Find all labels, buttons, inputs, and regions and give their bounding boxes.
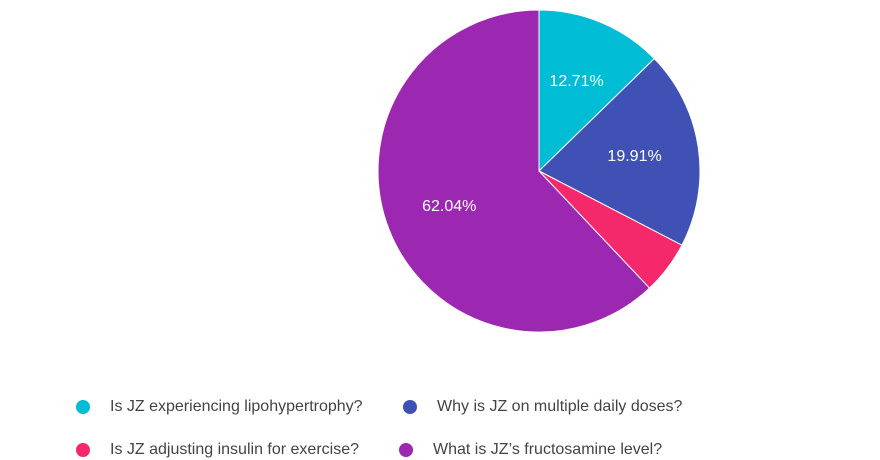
data-label-multiple-daily-doses: 19.91%: [607, 148, 661, 165]
pie-slice-multiple-daily-doses[interactable]: [538, 57, 701, 246]
legend-label: What is JZ’s fructosamine level?: [433, 441, 663, 458]
legend-swatch: [76, 400, 90, 414]
legend-item-lipohypertrophy[interactable]: Is JZ experiencing lipohypertrophy?: [76, 398, 363, 416]
legend-item-fructosamine[interactable]: What is JZ’s fructosamine level?: [399, 441, 662, 459]
legend-label: Is JZ adjusting insulin for exercise?: [110, 441, 359, 458]
data-label-lipohypertrophy: 12.71%: [549, 73, 603, 90]
legend-label: Is JZ experiencing lipohypertrophy?: [110, 398, 363, 415]
legend-item-insulin-exercise[interactable]: Is JZ adjusting insulin for exercise?: [76, 441, 359, 459]
data-label-fructosamine: 62.04%: [422, 198, 476, 215]
legend-swatch: [403, 400, 417, 414]
legend-label: Why is JZ on multiple daily doses?: [437, 398, 683, 415]
legend-swatch: [76, 443, 90, 457]
legend-swatch: [399, 443, 413, 457]
pie-slice-lipohypertrophy[interactable]: [538, 9, 656, 173]
legend-item-multiple-daily-doses[interactable]: Why is JZ on multiple daily doses?: [403, 398, 682, 416]
pie-slice-fructosamine[interactable]: [377, 9, 651, 333]
